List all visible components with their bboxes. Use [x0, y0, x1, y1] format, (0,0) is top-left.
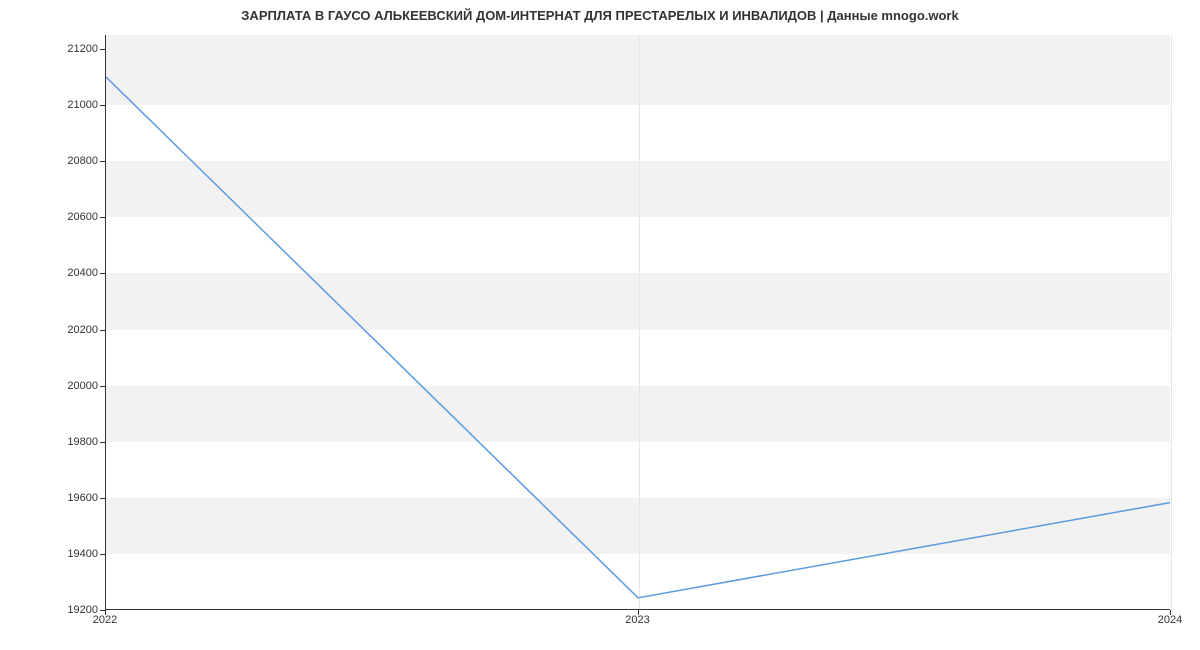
y-axis-label: 19800	[48, 436, 98, 448]
y-axis-label: 19400	[48, 548, 98, 560]
y-axis-label: 20000	[48, 380, 98, 392]
y-axis-label: 20400	[48, 267, 98, 279]
y-axis-label: 20200	[48, 324, 98, 336]
y-axis-label: 19200	[48, 604, 98, 616]
y-axis-label: 19600	[48, 492, 98, 504]
y-tick-mark	[100, 217, 105, 218]
x-axis-label: 2022	[93, 614, 117, 626]
y-tick-mark	[100, 330, 105, 331]
y-axis-label: 20600	[48, 211, 98, 223]
y-tick-mark	[100, 386, 105, 387]
y-tick-mark	[100, 161, 105, 162]
x-tick-mark	[638, 610, 639, 615]
x-gridline	[1171, 35, 1172, 609]
x-axis-label: 2024	[1158, 614, 1182, 626]
y-axis-label: 21200	[48, 43, 98, 55]
plot-area	[105, 35, 1170, 610]
y-axis-label: 20800	[48, 155, 98, 167]
y-tick-mark	[100, 273, 105, 274]
y-tick-mark	[100, 105, 105, 106]
salary-line-chart: ЗАРПЛАТА В ГАУСО АЛЬКЕЕВСКИЙ ДОМ-ИНТЕРНА…	[0, 0, 1200, 650]
x-tick-mark	[1170, 610, 1171, 615]
x-tick-mark	[105, 610, 106, 615]
data-line-svg	[106, 35, 1170, 609]
y-tick-mark	[100, 554, 105, 555]
chart-title: ЗАРПЛАТА В ГАУСО АЛЬКЕЕВСКИЙ ДОМ-ИНТЕРНА…	[0, 8, 1200, 23]
y-tick-mark	[100, 49, 105, 50]
y-tick-mark	[100, 498, 105, 499]
y-axis-label: 21000	[48, 99, 98, 111]
data-series-line	[106, 77, 1170, 598]
y-tick-mark	[100, 442, 105, 443]
x-axis-label: 2023	[625, 614, 649, 626]
